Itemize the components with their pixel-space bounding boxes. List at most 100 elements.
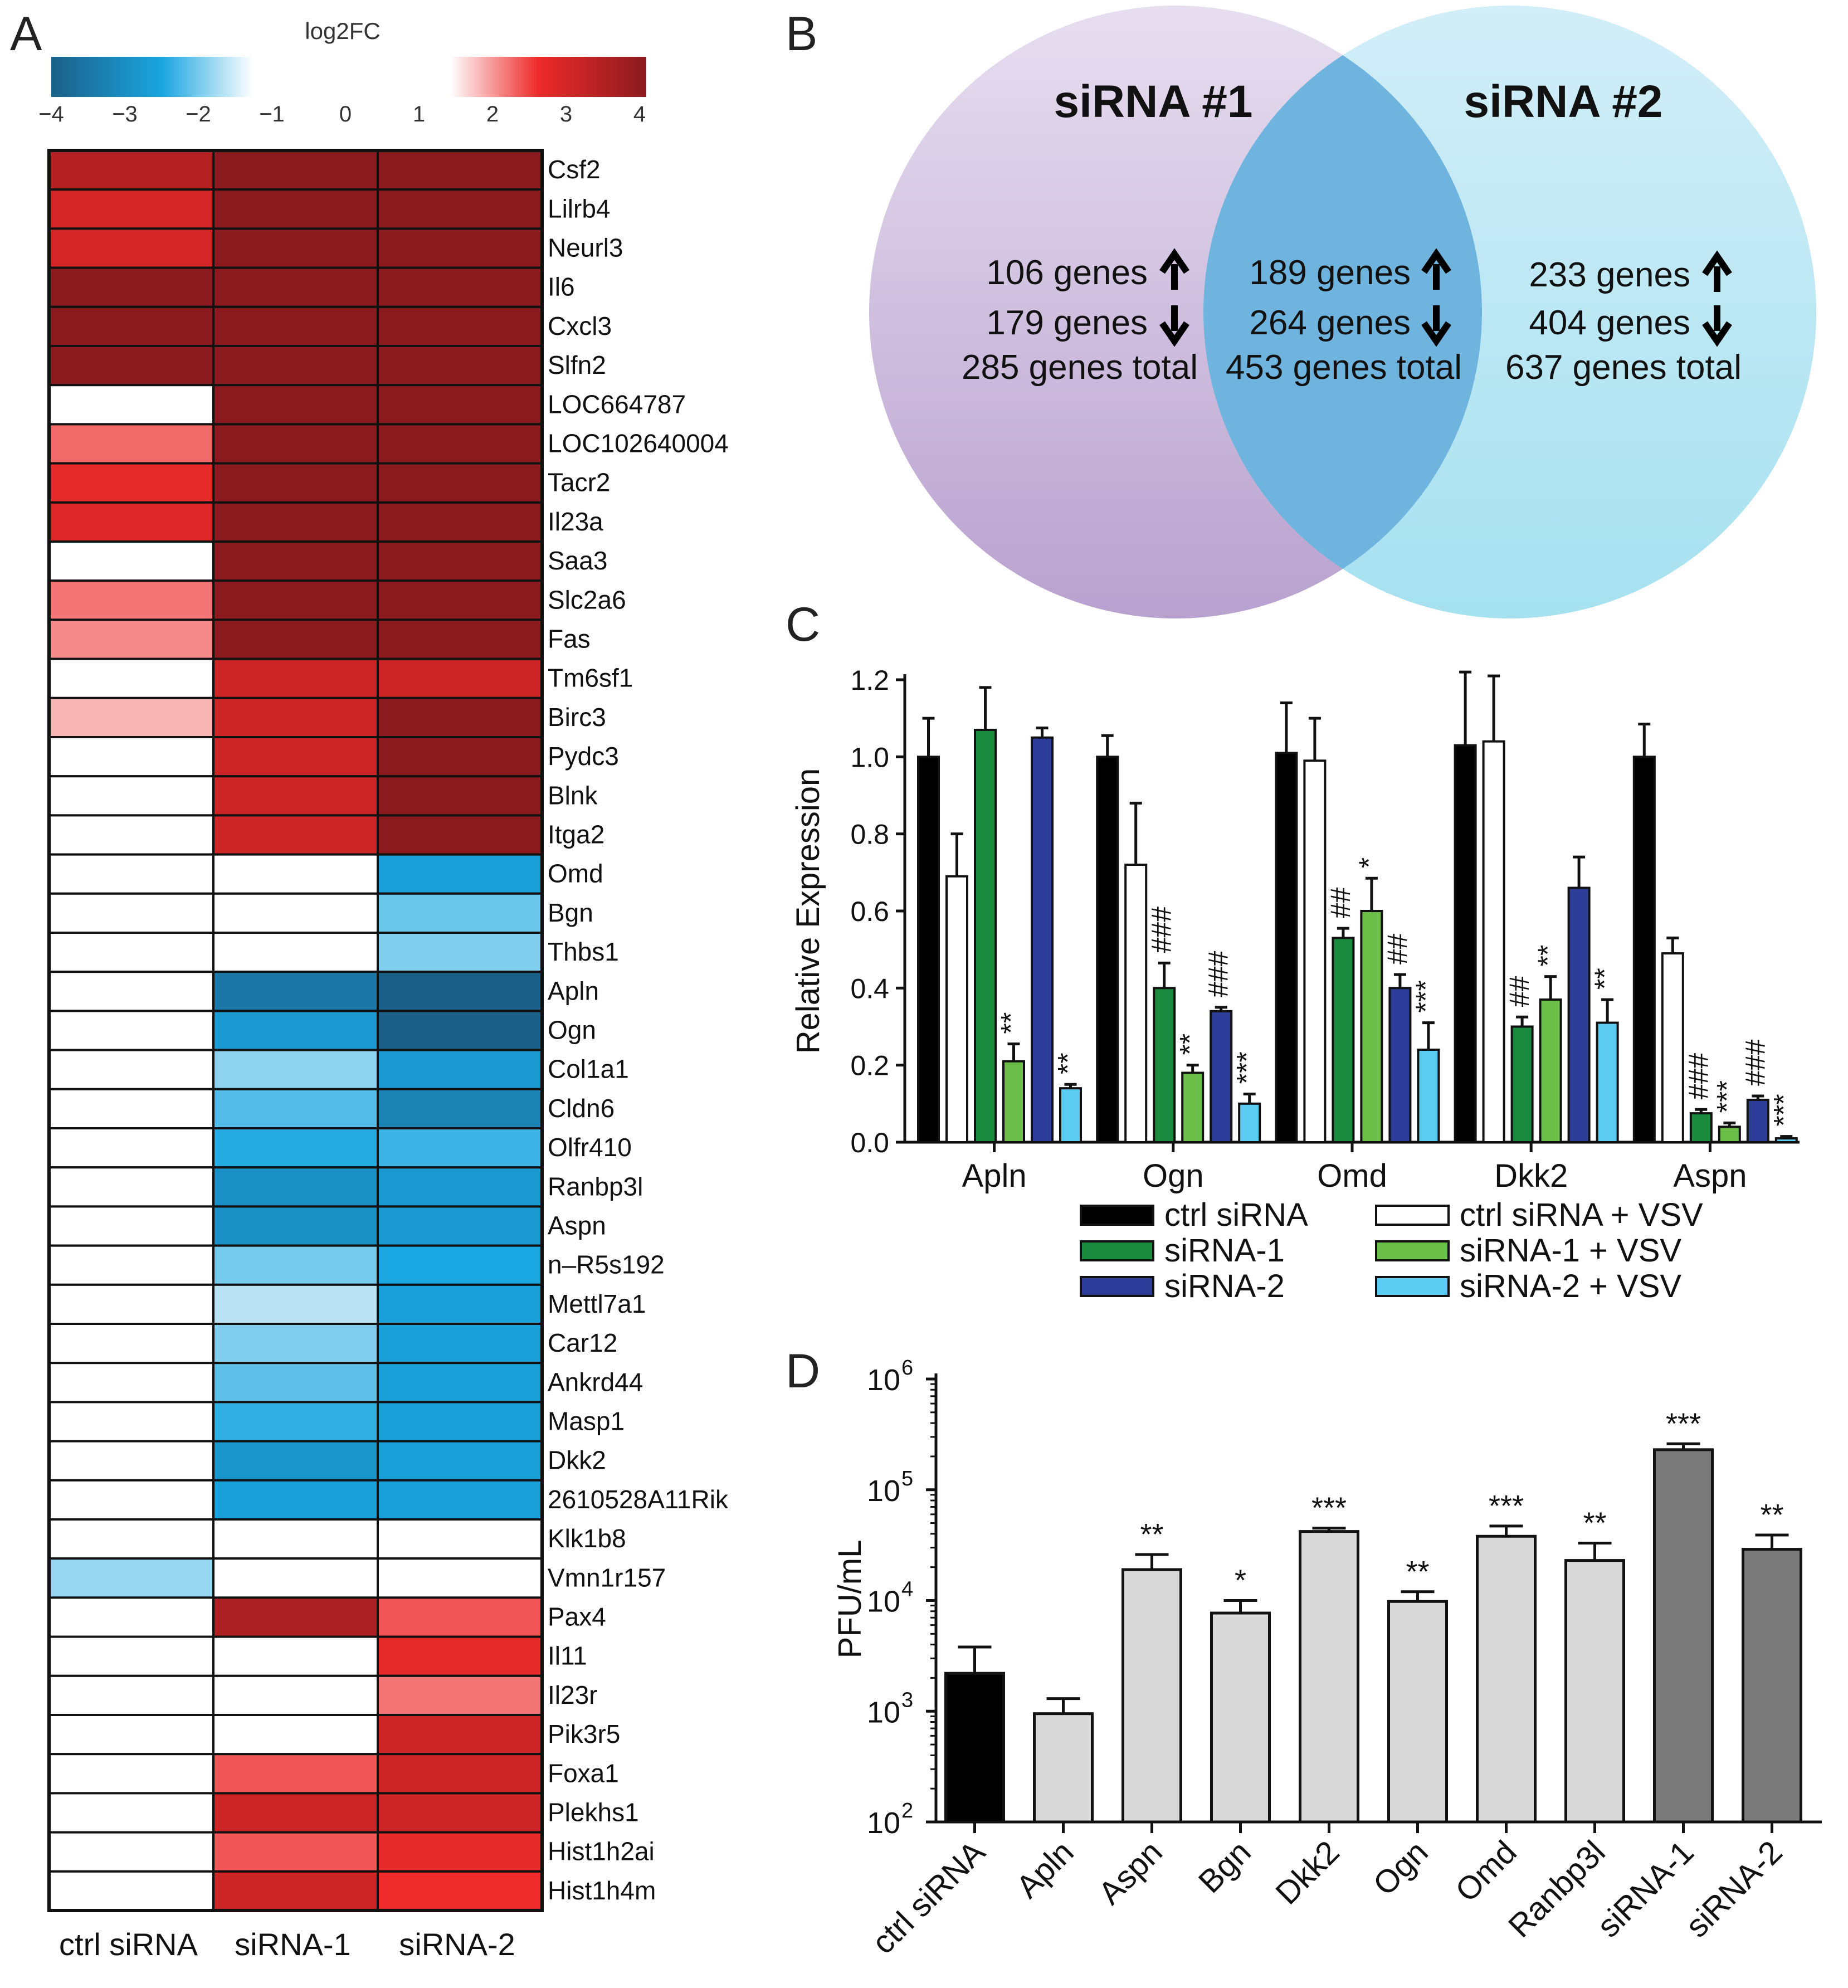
heatmap-cell	[377, 423, 543, 465]
heatmap-cell	[212, 423, 379, 465]
heatmap-cell	[212, 736, 379, 778]
heatmap-cell	[48, 345, 214, 387]
heatmap-row-label-itga2: Itga2	[548, 820, 604, 849]
heatmap-row-label-ankrd44: Ankrd44	[548, 1367, 643, 1396]
heatmap-row-label-masp1: Masp1	[548, 1407, 625, 1436]
legend-swatch	[1375, 1276, 1450, 1297]
heatmap-row-label-2610528a11rik: 2610528A11Rik	[548, 1485, 729, 1514]
heatmap-cell	[48, 1166, 214, 1208]
x-tick-label: siRNA-2	[1679, 1834, 1790, 1945]
heatmap-cell	[377, 1049, 543, 1090]
bar	[1153, 987, 1176, 1144]
bar	[1122, 1568, 1182, 1824]
y-tick-label: 1.2	[850, 665, 889, 696]
panel-label-d: D	[786, 1344, 820, 1398]
arrow-down-icon	[1702, 321, 1732, 347]
venn-overlap	[1203, 6, 1482, 618]
heatmap-row-label-plekhs1: Plekhs1	[548, 1798, 639, 1827]
heatmap-cell	[48, 1440, 214, 1482]
colorbar-tick-label: −3	[112, 102, 138, 126]
colorbar-tick-label: −2	[186, 102, 211, 126]
heatmap-row-label-thbs1: Thbs1	[548, 937, 619, 966]
x-tick-label: Dkk2	[1269, 1834, 1346, 1911]
venn-left-total: 285 genes total	[962, 348, 1198, 387]
heatmap-row-label-hist1h2ai: Hist1h2ai	[548, 1837, 655, 1866]
venn-panel: siRNA #1 siRNA #2 106 genes 179 genes 28…	[869, 6, 1816, 618]
heatmap-cell	[212, 1557, 379, 1599]
y-tick-exponent: 5	[901, 1467, 913, 1490]
heatmap-cell	[377, 188, 543, 230]
bar	[1454, 744, 1477, 1144]
heatmap-cell	[212, 1283, 379, 1326]
heatmap-row-label-aspn: Aspn	[548, 1211, 606, 1240]
heatmap-row-label-tacr2: Tacr2	[548, 468, 610, 497]
y-tick-label: 10	[867, 1695, 900, 1729]
heatmap-cell	[377, 1323, 543, 1365]
bar	[1096, 756, 1119, 1144]
significance-mark: ###	[1203, 951, 1234, 997]
x-tick-label: Aspn	[1673, 1158, 1747, 1194]
arrow-up-icon	[1421, 248, 1451, 274]
heatmap-cell	[212, 1127, 379, 1169]
legend-label: ctrl siRNA	[1164, 1197, 1308, 1233]
legend-swatch	[1375, 1205, 1450, 1226]
arrow-down-icon	[1421, 321, 1451, 347]
heatmap-cell	[48, 579, 214, 621]
significance-mark: **	[1583, 1506, 1606, 1539]
y-tick-label: 0.0	[850, 1127, 889, 1158]
heatmap-cell	[48, 1401, 214, 1443]
venn-right-total: 637 genes total	[1505, 348, 1742, 387]
colorbar-negative	[51, 57, 253, 97]
legend-label: siRNA-1 + VSV	[1460, 1232, 1681, 1269]
bar	[1476, 1534, 1537, 1824]
heatmap-cell	[377, 1127, 543, 1169]
significance-mark: ###	[1146, 907, 1177, 953]
heatmap-row-label-slfn2: Slfn2	[548, 350, 606, 379]
heatmap-cell	[212, 1049, 379, 1090]
heatmap-cell	[377, 501, 543, 543]
heatmap-cell	[377, 384, 543, 426]
heatmap-cell	[377, 657, 543, 699]
legend-label: siRNA-2 + VSV	[1460, 1268, 1681, 1304]
heatmap-cell	[377, 1088, 543, 1130]
heatmap-cell	[48, 736, 214, 778]
heatmap-border	[47, 149, 544, 1912]
significance-mark: *	[1235, 1564, 1246, 1597]
heatmap-cell	[212, 1792, 379, 1834]
x-tick-label: Bgn	[1192, 1834, 1258, 1900]
x-tick-label: Apln	[962, 1158, 1027, 1194]
heatmap-cell	[212, 618, 379, 660]
y-tick-exponent: 3	[901, 1688, 913, 1712]
venn-right-down: 404 genes	[1529, 304, 1690, 342]
heatmap-cell	[212, 1831, 379, 1873]
heatmap-cell	[212, 971, 379, 1012]
relative-expression-chart: 0.0 0.2 0.4 0.6 0.8 1.0 1.2 Relative Expression…	[790, 665, 1800, 1304]
heatmap-cell	[212, 775, 379, 817]
heatmap-cell	[48, 1049, 214, 1090]
bar	[1299, 1530, 1359, 1824]
heatmap-cell	[212, 540, 379, 582]
heatmap-cell	[48, 1674, 214, 1717]
legend-swatch	[1080, 1240, 1154, 1261]
heatmap-cell	[377, 1401, 543, 1443]
heatmap-cell	[212, 1440, 379, 1482]
colorbar-tick-label: −1	[259, 102, 285, 126]
heatmap-cell	[212, 1244, 379, 1286]
heatmap-row-label-pax4: Pax4	[548, 1602, 606, 1631]
colorbar-tick-label: 3	[560, 102, 572, 126]
heatmap-cell	[212, 149, 379, 191]
bar	[1564, 1559, 1625, 1824]
heatmap-col-label-sirna-2: siRNA-2	[399, 1927, 515, 1962]
heatmap-cell	[377, 775, 543, 817]
heatmap-cell	[377, 1440, 543, 1482]
heatmap-cell	[377, 149, 543, 191]
heatmap-row-label-omd: Omd	[548, 859, 603, 888]
arrow-up-icon	[1702, 250, 1732, 276]
significance-mark: **	[1406, 1555, 1429, 1589]
colorbar-positive	[450, 57, 646, 97]
heatmap-row-label-hist1h4m: Hist1h4m	[548, 1876, 656, 1905]
heatmap-cell	[48, 1205, 214, 1247]
heatmap-row-label-foxa1: Foxa1	[548, 1758, 619, 1787]
bar	[1482, 740, 1505, 1143]
